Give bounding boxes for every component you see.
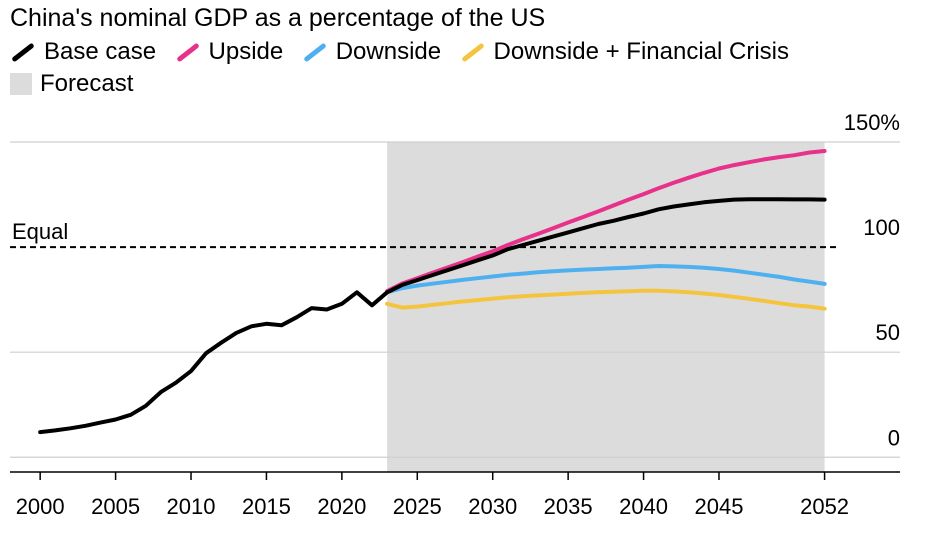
y-tick-label-50: 50 bbox=[876, 320, 900, 345]
y-tick-label-150: 150% bbox=[844, 110, 900, 135]
x-tick-label-2040: 2040 bbox=[619, 494, 668, 519]
x-tick-label-2020: 2020 bbox=[317, 494, 366, 519]
legend-item-forecast: Forecast bbox=[10, 68, 133, 100]
x-tick-label-2015: 2015 bbox=[242, 494, 291, 519]
forecast-region bbox=[387, 142, 825, 472]
series-line-base-case bbox=[38, 197, 827, 435]
legend-item-base-case: Base case bbox=[10, 36, 156, 68]
x-tick-label-2052: 2052 bbox=[800, 494, 849, 519]
x-tick-label-2030: 2030 bbox=[468, 494, 517, 519]
legend-label-upside: Upside bbox=[208, 38, 284, 65]
axis-labels: 150% 100 50 0 Equal 2000 2005 2010 2015 2020 2025 2… bbox=[12, 110, 900, 519]
forecast-layer bbox=[387, 142, 825, 472]
legend: Base case Upside Downside Downside + Fin… bbox=[10, 36, 910, 100]
series-line-downside-financial-crisis bbox=[385, 288, 827, 311]
legend-label-downside: Downside bbox=[335, 38, 442, 65]
x-tick-label-2000: 2000 bbox=[16, 494, 65, 519]
legend-item-upside: Upside bbox=[175, 36, 284, 68]
legend-label-downside-financial-crisis: Downside + Financial Crisis bbox=[493, 38, 789, 65]
gridlines bbox=[10, 141, 900, 480]
y-tick-label-100: 100 bbox=[863, 215, 900, 240]
series-line-downside bbox=[385, 264, 827, 295]
x-tick-label-2025: 2025 bbox=[393, 494, 442, 519]
legend-item-downside: Downside bbox=[302, 36, 441, 68]
series-line-upside bbox=[385, 149, 827, 294]
x-tick-label-2010: 2010 bbox=[167, 494, 216, 519]
x-tick-label-2035: 2035 bbox=[544, 494, 593, 519]
legend-label-base-case: Base case bbox=[44, 38, 157, 65]
legend-swatch-forecast bbox=[10, 73, 32, 95]
x-tick-label-2045: 2045 bbox=[695, 494, 744, 519]
y-tick-label-0: 0 bbox=[888, 425, 900, 450]
legend-item-downside-financial-crisis: Downside + Financial Crisis bbox=[460, 36, 789, 68]
x-tick-label-2005: 2005 bbox=[91, 494, 140, 519]
legend-label-forecast: Forecast bbox=[40, 70, 134, 97]
chart-title: China's nominal GDP as a percentage of t… bbox=[10, 4, 546, 32]
series-lines bbox=[38, 149, 827, 435]
reference-line-label: Equal bbox=[12, 219, 68, 244]
